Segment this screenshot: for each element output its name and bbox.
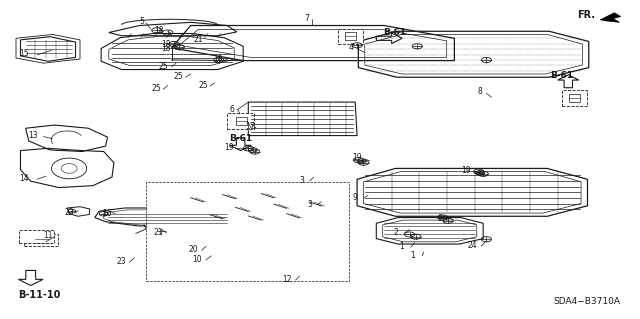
Text: B-61: B-61 <box>550 71 573 80</box>
Text: 25: 25 <box>158 62 168 71</box>
Text: 8: 8 <box>477 87 483 96</box>
Text: SDA4−B3710A: SDA4−B3710A <box>554 297 621 306</box>
Text: 14: 14 <box>19 174 29 183</box>
Text: 18: 18 <box>213 56 222 64</box>
Bar <box>345 32 356 40</box>
Text: 20: 20 <box>188 245 198 254</box>
Text: B-61: B-61 <box>229 134 252 143</box>
Text: 3: 3 <box>300 176 305 185</box>
Text: 1: 1 <box>399 242 404 251</box>
Text: 9: 9 <box>438 214 443 223</box>
Text: 12: 12 <box>282 275 291 284</box>
Text: 15: 15 <box>19 49 29 58</box>
Text: 25: 25 <box>152 84 162 93</box>
Text: 18: 18 <box>162 40 171 48</box>
Text: 25: 25 <box>198 81 208 90</box>
Text: 23: 23 <box>116 257 127 266</box>
Text: 17: 17 <box>244 122 254 131</box>
Text: 9: 9 <box>353 193 358 202</box>
Text: 2: 2 <box>393 228 398 237</box>
Text: 5: 5 <box>140 17 145 26</box>
Text: B-11-10: B-11-10 <box>18 290 60 300</box>
Text: 10: 10 <box>192 255 202 263</box>
Bar <box>24 234 58 246</box>
Text: 19: 19 <box>461 166 470 175</box>
Text: 1: 1 <box>410 251 415 260</box>
Bar <box>146 182 349 281</box>
Text: 18: 18 <box>154 26 163 35</box>
Text: 21: 21 <box>154 228 163 237</box>
Text: 16: 16 <box>102 209 113 218</box>
Bar <box>338 29 364 44</box>
Bar <box>236 116 247 124</box>
Text: 18: 18 <box>162 44 171 53</box>
Text: FR.: FR. <box>577 10 595 20</box>
Text: 7: 7 <box>305 14 310 23</box>
Bar <box>569 94 580 102</box>
Text: 25: 25 <box>173 72 183 81</box>
Bar <box>227 113 254 129</box>
Text: 6: 6 <box>229 105 234 114</box>
Text: B-61: B-61 <box>383 28 406 37</box>
Text: 3: 3 <box>307 200 312 209</box>
Bar <box>35 235 49 243</box>
Text: 19: 19 <box>224 143 234 152</box>
Text: 11: 11 <box>44 231 52 240</box>
Bar <box>562 90 588 106</box>
Text: 4: 4 <box>348 43 353 52</box>
Text: 21: 21 <box>194 35 203 44</box>
Text: 19: 19 <box>352 153 362 162</box>
Polygon shape <box>600 13 621 22</box>
Text: 24: 24 <box>467 241 477 250</box>
Text: 13: 13 <box>28 131 38 140</box>
Text: 22: 22 <box>65 208 74 217</box>
Bar <box>19 230 54 243</box>
